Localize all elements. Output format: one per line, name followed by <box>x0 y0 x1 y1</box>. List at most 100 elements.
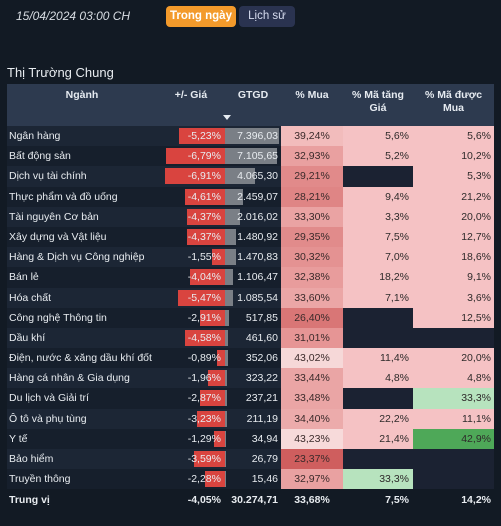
trade-value-text: 1.480,92 <box>237 230 278 243</box>
up-pct-text: 3,3% <box>385 210 409 223</box>
table-row[interactable]: Bảo hiểm -3,59% 26,79 23,37% <box>7 449 494 470</box>
col-header-sector[interactable]: Ngành <box>65 89 99 101</box>
up-pct <box>343 307 413 328</box>
price-change: -1,29% <box>157 429 225 449</box>
price-change-bar <box>165 168 225 185</box>
up-pct <box>343 388 413 409</box>
table-row[interactable]: Hóa chất -5,47% 1.085,54 33,60% 7,1% 3,6% <box>7 287 494 308</box>
table-row[interactable]: Y tế -1,29% 34,94 43,23% 21,4% 42,9% <box>7 428 494 449</box>
bought-pct: 5,3% <box>413 166 494 187</box>
buy-pct-text: 29,21% <box>294 170 330 183</box>
bought-pct-text: 9,1% <box>467 271 491 284</box>
up-pct: 3,3% <box>343 206 413 227</box>
buy-pct: 43,23% <box>281 428 343 449</box>
trade-value-text: 26,79 <box>251 453 278 465</box>
table-row[interactable]: Điện, nước & xăng dầu khí đốt -0,89% 352,0… <box>7 348 494 369</box>
price-change-text: -5,47% <box>187 291 221 304</box>
table-row[interactable]: Bất động sản -6,79% 7.105,65 32,93% 5,2% 10,2… <box>7 146 494 167</box>
sector-name: Xây dựng và Vật liệu <box>9 227 157 247</box>
col-header-up[interactable]: % Mã tăng Giá <box>352 89 404 114</box>
trade-value-bar <box>225 410 227 427</box>
trade-value-bar <box>225 269 234 286</box>
price-change-bar <box>185 329 225 346</box>
buy-pct-text: 33,44% <box>294 372 330 385</box>
trade-value: 1.106,47 <box>225 267 281 287</box>
price-change-bar <box>199 309 225 326</box>
sector-name: Công nghệ Thông tin <box>9 308 157 328</box>
sector-name: Bảo hiểm <box>9 449 157 469</box>
bought-pct-text: 42,9% <box>461 432 491 445</box>
price-change-bar <box>184 188 225 205</box>
tab-today-button[interactable]: Trong ngày <box>166 6 236 27</box>
table-row[interactable]: Xây dựng và Vật liệu -4,37% 1.480,92 29,35%… <box>7 226 494 248</box>
table-row[interactable]: Du lịch và Giải trí -2,87% 237,21 33,48% 33,… <box>7 388 494 409</box>
bought-pct-text: 12,5% <box>461 311 491 324</box>
trade-value-text: 1.470,83 <box>237 251 278 264</box>
table-row[interactable]: Tài nguyên Cơ bản -4,37% 2.016,02 33,30% 3,3… <box>7 206 494 227</box>
price-change-text: -3,59% <box>187 453 221 465</box>
table-row[interactable]: Hàng cá nhân & Gia dụng -1,96% 323,22 33,44… <box>7 368 494 389</box>
table-body: Ngân hàng -5,23% 7.396,03 39,24% 5,6% 5,6% Bất… <box>7 126 494 490</box>
buy-pct-text: 32,97% <box>294 473 330 486</box>
bought-pct-text: 20,0% <box>461 352 491 365</box>
table-row[interactable]: Ngân hàng -5,23% 7.396,03 39,24% 5,6% 5,6% <box>7 126 494 147</box>
buy-pct: 29,35% <box>281 226 343 248</box>
table-row[interactable]: Dịch vụ tài chính -6,91% 4.065,30 29,21% 5,3… <box>7 166 494 187</box>
price-change: -0,89% <box>157 348 225 368</box>
buy-pct-text: 33,60% <box>294 291 330 304</box>
buy-pct-text: 28,21% <box>294 190 330 203</box>
trade-value-bar <box>225 451 226 467</box>
col-header-value[interactable]: GTGD <box>237 89 269 101</box>
price-change-text: -1,96% <box>187 372 221 385</box>
trade-value-bar <box>225 430 226 447</box>
price-change: -2,87% <box>157 388 225 408</box>
tab-history-button[interactable]: Lịch sử <box>239 6 295 27</box>
table-row[interactable]: Hàng & Dịch vụ Công nghiệp -1,55% 1.470,83… <box>7 247 494 268</box>
sector-name-text: Dịch vụ tài chính <box>9 170 87 183</box>
table-row[interactable]: Ô tô và phụ tùng -3,23% 211,19 34,40% 22,2% 1… <box>7 408 494 429</box>
trade-value: 34,94 <box>225 429 281 449</box>
col-header-change[interactable]: +/- Giá <box>174 89 208 101</box>
col-header-bought[interactable]: % Mã được Mua <box>424 89 483 114</box>
trade-value-text: 211,19 <box>246 412 278 425</box>
footer-buy: 33,68% <box>294 494 330 507</box>
buy-pct-text: 33,48% <box>294 392 330 405</box>
col-header-buy[interactable]: % Mua <box>295 89 329 101</box>
table-row[interactable]: Công nghệ Thông tin -2,91% 517,85 26,40% 12,… <box>7 307 494 328</box>
table-row[interactable]: Thực phẩm và đồ uống -4,61% 2.459,07 28,21%… <box>7 186 494 207</box>
up-pct: 21,4% <box>343 428 413 449</box>
trade-value-bar <box>225 289 234 306</box>
price-change-bar <box>187 228 225 245</box>
price-change: -4,61% <box>157 187 225 207</box>
trade-value-bar <box>225 390 227 407</box>
price-change-bar <box>211 249 225 266</box>
trade-value: 2.016,02 <box>225 207 281 227</box>
sector-name-text: Ô tô và phụ tùng <box>9 412 87 425</box>
sector-name: Tài nguyên Cơ bản <box>9 207 157 227</box>
bought-pct-text: 21,2% <box>461 190 491 203</box>
up-pct: 9,4% <box>343 186 413 207</box>
bought-pct <box>413 327 494 349</box>
up-pct-text: 9,4% <box>385 190 409 203</box>
up-pct-text: 5,6% <box>385 130 409 142</box>
up-pct: 7,1% <box>343 287 413 308</box>
table-row[interactable]: Dầu khí -4,58% 461,60 31,01% <box>7 327 494 349</box>
trade-value-bar <box>225 249 236 266</box>
trade-value-text: 34,94 <box>251 432 278 445</box>
price-change-text: -1,55% <box>187 251 221 264</box>
price-change-text: -4,37% <box>187 230 221 243</box>
footer-value: 30.274,71 <box>231 494 278 507</box>
price-change: -3,59% <box>157 449 225 469</box>
table-row[interactable]: Truyền thông -2,28% 15,46 32,97% 33,3% <box>7 469 494 490</box>
sector-name-text: Y tế <box>9 432 28 445</box>
buy-pct: 32,93% <box>281 146 343 167</box>
up-pct: 22,2% <box>343 408 413 429</box>
price-change-text: -4,58% <box>187 331 221 344</box>
table-row[interactable]: Bán lẻ -4,04% 1.106,47 32,38% 18,2% 9,1% <box>7 267 494 288</box>
price-change-bar <box>217 350 225 367</box>
price-change-text: -6,79% <box>187 150 221 163</box>
sort-desc-icon[interactable] <box>223 115 231 120</box>
buy-pct-text: 23,37% <box>294 453 330 465</box>
price-change: -2,91% <box>157 308 225 328</box>
buy-pct-text: 31,01% <box>294 331 330 344</box>
